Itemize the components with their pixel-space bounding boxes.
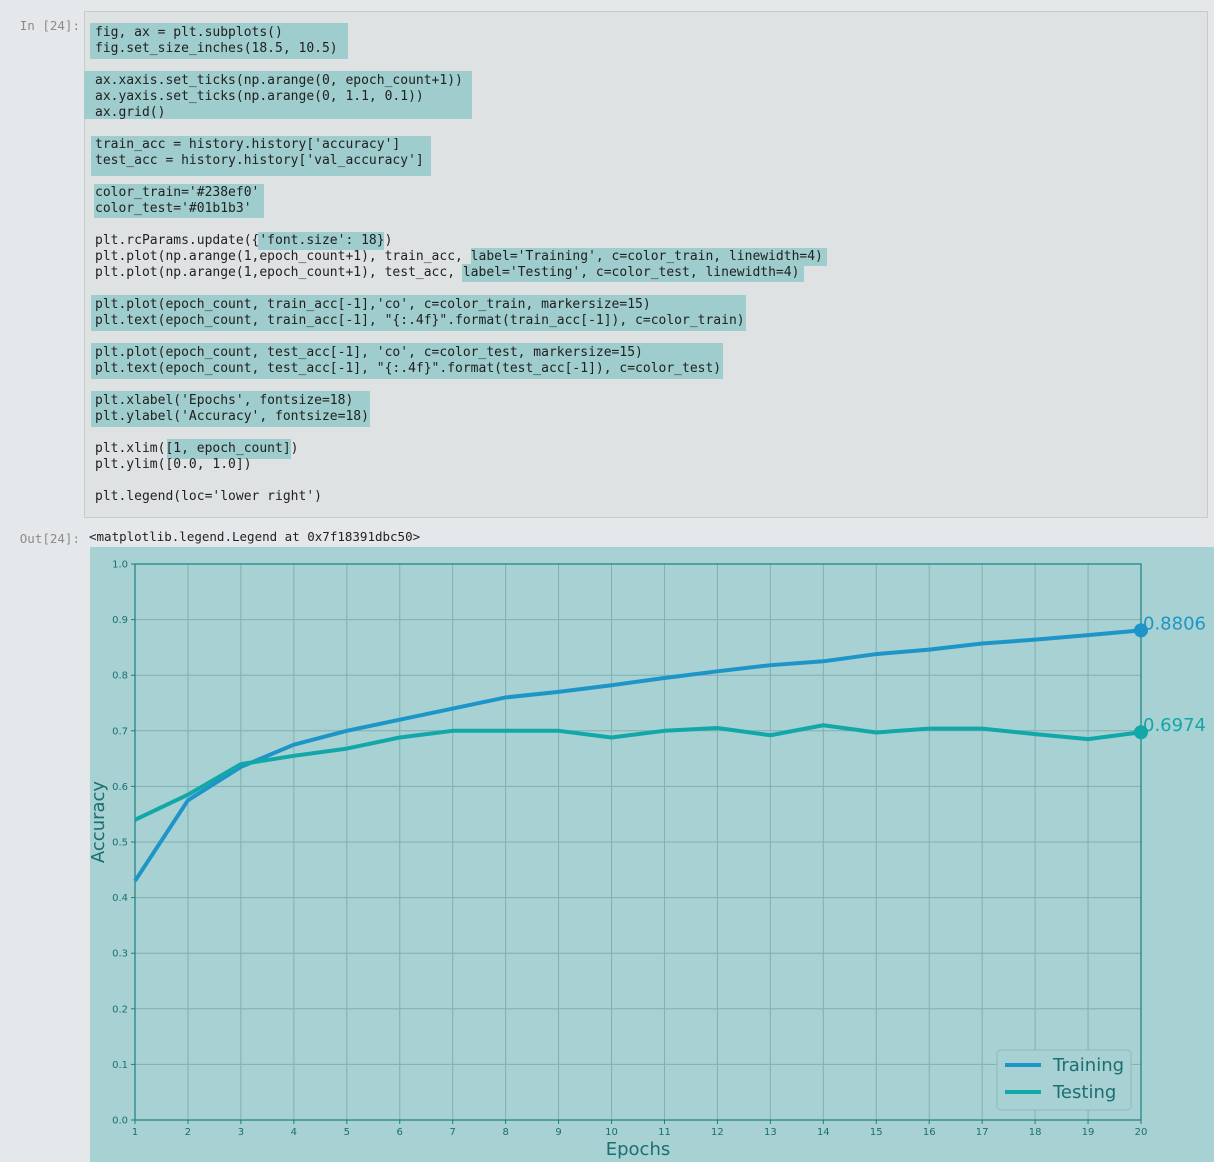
end-value-label: 0.8806 (1143, 613, 1206, 634)
selection-highlight (90, 23, 348, 59)
legend-label: Testing (1052, 1082, 1116, 1103)
code-line: train_acc = history.history['accuracy'] (95, 137, 401, 152)
y-tick-label: 0.2 (112, 1004, 128, 1015)
x-tick-label: 7 (449, 1127, 455, 1138)
code-line: plt.plot(epoch_count, test_acc[-1], 'co'… (95, 345, 643, 360)
y-tick-label: 0.0 (112, 1116, 128, 1127)
x-tick-label: 6 (397, 1127, 403, 1138)
x-tick-label: 15 (870, 1127, 883, 1138)
selection-highlight (462, 264, 804, 282)
x-tick-label: 10 (605, 1127, 618, 1138)
x-tick-label: 12 (711, 1127, 724, 1138)
x-tick-label: 2 (185, 1127, 191, 1138)
selection-highlight (91, 343, 723, 379)
code-cell-input[interactable]: fig, ax = plt.subplots() fig.set_size_inc… (84, 11, 1208, 518)
x-axis-label: Epochs (606, 1139, 671, 1160)
x-tick-label: 4 (291, 1127, 297, 1138)
y-tick-label: 0.6 (112, 782, 128, 793)
y-tick-label: 0.3 (112, 949, 128, 960)
y-tick-label: 0.5 (112, 838, 128, 849)
code-line: color_train='#238ef0' (95, 185, 260, 200)
x-tick-label: 9 (555, 1127, 561, 1138)
x-tick-label: 5 (344, 1127, 350, 1138)
code-line: plt.ylabel('Accuracy', fontsize=18) (95, 409, 369, 424)
input-prompt: In [24]: (19, 18, 80, 33)
code-line: ax.grid() (95, 105, 166, 120)
y-tick-label: 0.1 (112, 1060, 128, 1071)
x-tick-label: 8 (502, 1127, 508, 1138)
x-tick-label: 13 (764, 1127, 777, 1138)
selection-highlight (471, 248, 827, 266)
y-tick-label: 0.7 (112, 726, 128, 737)
accuracy-chart: 1 2 3 4 5 6 7 8 9 10 11 12 13 14 15 16 17 18 19 200.00.10.2… (90, 560, 1206, 1161)
end-value-label: 0.6974 (1143, 715, 1206, 736)
code-line: plt.rcParams.update({'font.size': 18}) (95, 233, 393, 248)
selection-highlight (94, 184, 264, 218)
x-tick-label: 3 (238, 1127, 244, 1138)
x-tick-label: 17 (976, 1127, 989, 1138)
x-tick-label: 20 (1135, 1127, 1148, 1138)
code-line: plt.plot(epoch_count, train_acc[-1],'co'… (95, 297, 651, 312)
code-line: ax.yaxis.set_ticks(np.arange(0, 1.1, 0.1… (95, 89, 424, 104)
y-axis-label: Accuracy (90, 781, 109, 864)
selection-highlight (167, 439, 291, 459)
x-tick-label: 16 (923, 1127, 936, 1138)
code-line: plt.xlim([1, epoch_count]) (95, 441, 299, 456)
selection-highlight (91, 136, 431, 176)
x-tick-label: 11 (658, 1127, 671, 1138)
selection-highlight (91, 295, 746, 331)
y-tick-label: 0.9 (112, 615, 128, 626)
y-tick-label: 0.8 (112, 671, 128, 682)
output-prompt: Out[24]: (19, 531, 80, 546)
code-line: plt.ylim([0.0, 1.0]) (95, 457, 252, 472)
x-tick-label: 18 (1029, 1127, 1042, 1138)
selection-highlight (91, 391, 370, 427)
code-line: plt.xlabel('Epochs', fontsize=18) (95, 393, 354, 408)
series-line-testing (134, 723, 1142, 822)
plot-output: 1 2 3 4 5 6 7 8 9 10 11 12 13 14 15 16 17 18 19 20 0.0 0.1 0.2… (90, 547, 1214, 1162)
y-tick-label: 0.4 (112, 893, 128, 904)
y-tick-label: 1.0 (112, 560, 128, 571)
code-line: plt.plot(np.arange(1,epoch_count+1), tes… (95, 265, 800, 280)
x-tick-label: 14 (817, 1127, 830, 1138)
code-line: fig.set_size_inches(18.5, 10.5) (95, 41, 338, 56)
legend-label: Training (1052, 1055, 1124, 1076)
code-line: plt.plot(np.arange(1,epoch_count+1), tra… (95, 249, 823, 264)
series-line-training (133, 628, 1142, 883)
code-line: fig, ax = plt.subplots() (95, 25, 283, 40)
code-line: plt.text(epoch_count, test_acc[-1], "{:.… (95, 361, 722, 376)
end-marker-training (1134, 623, 1148, 638)
code-line: plt.legend(loc='lower right') (95, 489, 322, 504)
end-marker-testing (1134, 725, 1148, 740)
selection-highlight (258, 232, 384, 250)
selection-highlight (84, 71, 472, 119)
x-tick-label: 19 (1082, 1127, 1095, 1138)
code-line: ax.xaxis.set_ticks(np.arange(0, epoch_co… (95, 73, 463, 88)
code-line: color_test='#01b1b3' (95, 201, 252, 216)
code-line: test_acc = history.history['val_accuracy… (95, 153, 424, 168)
x-tick-label: 1 (132, 1127, 138, 1138)
output-text: <matplotlib.legend.Legend at 0x7f18391db… (89, 529, 421, 544)
code-line: plt.text(epoch_count, train_acc[-1], "{:… (95, 313, 745, 328)
